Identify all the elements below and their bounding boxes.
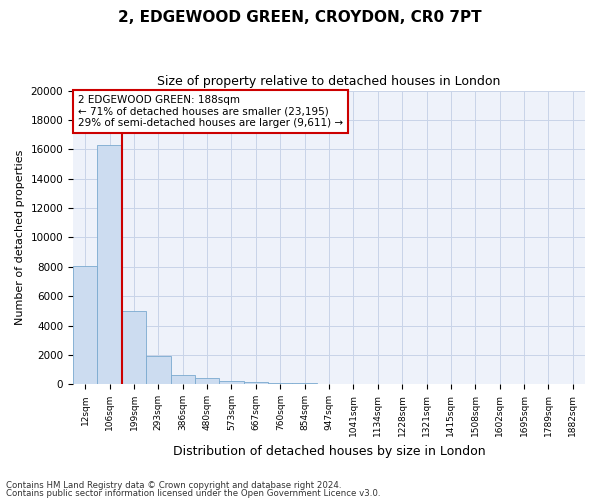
Bar: [170, 375, 195, 384]
Text: 2, EDGEWOOD GREEN, CROYDON, CR0 7PT: 2, EDGEWOOD GREEN, CROYDON, CR0 7PT: [118, 10, 482, 25]
Y-axis label: Number of detached properties: Number of detached properties: [15, 150, 25, 325]
Bar: [73, 266, 97, 384]
Bar: [268, 382, 292, 384]
Bar: [244, 382, 268, 384]
Bar: [97, 145, 122, 384]
X-axis label: Distribution of detached houses by size in London: Distribution of detached houses by size …: [173, 444, 485, 458]
Text: Contains HM Land Registry data © Crown copyright and database right 2024.: Contains HM Land Registry data © Crown c…: [6, 481, 341, 490]
Bar: [195, 378, 220, 384]
Bar: [146, 356, 170, 384]
Bar: [292, 383, 317, 384]
Bar: [122, 311, 146, 384]
Text: Contains public sector information licensed under the Open Government Licence v3: Contains public sector information licen…: [6, 488, 380, 498]
Title: Size of property relative to detached houses in London: Size of property relative to detached ho…: [157, 75, 501, 88]
Bar: [220, 380, 244, 384]
Text: 2 EDGEWOOD GREEN: 188sqm
← 71% of detached houses are smaller (23,195)
29% of se: 2 EDGEWOOD GREEN: 188sqm ← 71% of detach…: [78, 95, 343, 128]
